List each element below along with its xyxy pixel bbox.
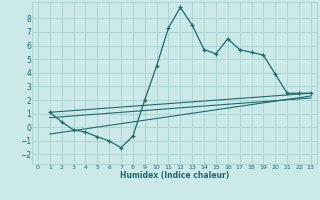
- X-axis label: Humidex (Indice chaleur): Humidex (Indice chaleur): [120, 171, 229, 180]
